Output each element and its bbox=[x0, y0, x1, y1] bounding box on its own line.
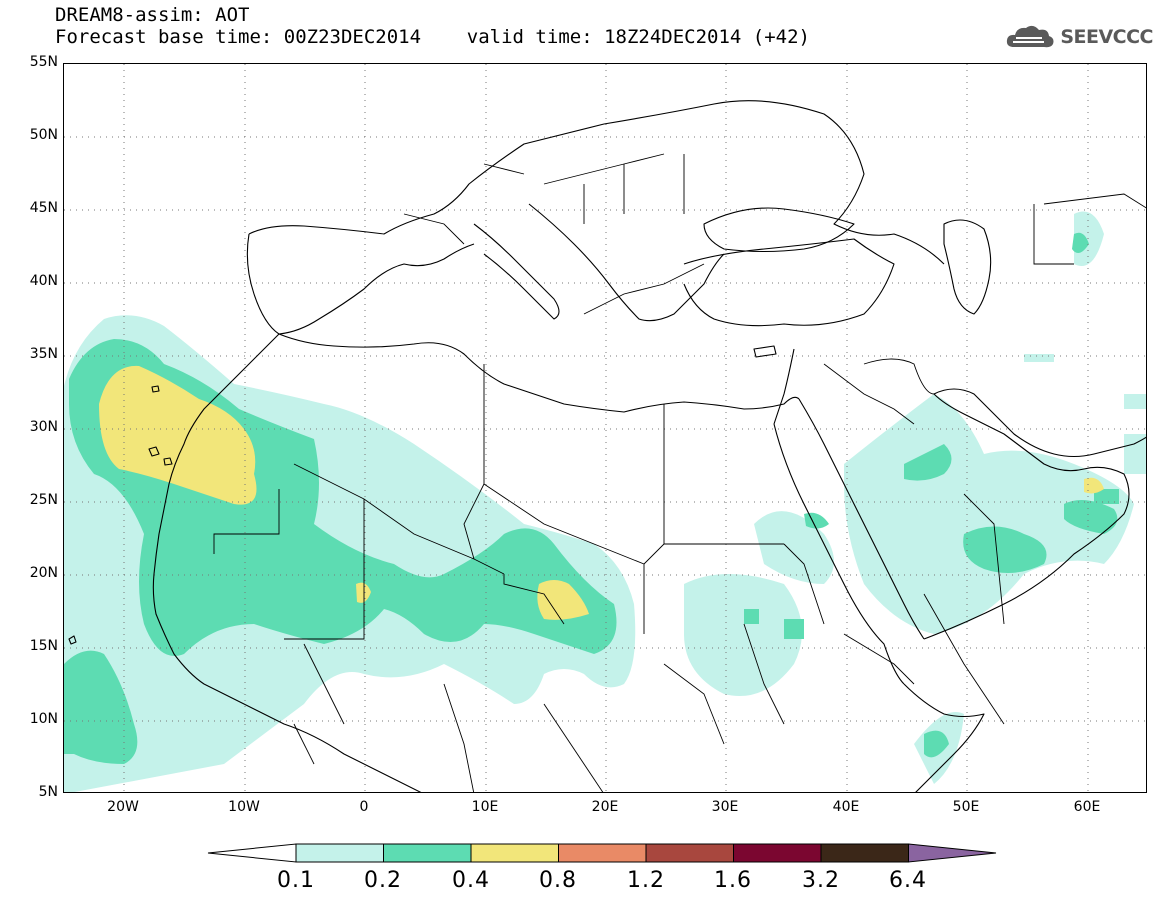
coastlines bbox=[68, 100, 1146, 792]
lat-label-35N: 35N bbox=[29, 346, 58, 362]
colorbar-label-1.2: 1.2 bbox=[627, 868, 665, 893]
lat-label-20N: 20N bbox=[29, 565, 58, 581]
lon-label-60E: 60E bbox=[1073, 799, 1101, 815]
colorbar-label-1.6: 1.6 bbox=[714, 868, 752, 893]
colorbar-label-0.8: 0.8 bbox=[539, 868, 577, 893]
colorbar-bin-3 bbox=[470, 843, 559, 863]
lon-label-0: 0 bbox=[359, 799, 369, 815]
colorbar-bin-1 bbox=[295, 843, 384, 863]
lon-label-20E: 20E bbox=[591, 799, 619, 815]
map-title: DREAM8-assim: AOT bbox=[55, 4, 250, 26]
aot-map bbox=[64, 64, 1146, 792]
country-borders bbox=[213, 153, 1146, 792]
lon-label-10E: 10E bbox=[471, 799, 499, 815]
colorbar-bin-6 bbox=[733, 843, 822, 863]
lat-label-10N: 10N bbox=[29, 711, 58, 727]
lat-lon-grid bbox=[64, 64, 1146, 792]
map-panel bbox=[63, 63, 1147, 793]
lat-label-30N: 30N bbox=[29, 419, 58, 435]
lon-label-50E: 50E bbox=[952, 799, 980, 815]
logo-text: SEEVCCC bbox=[1060, 26, 1153, 48]
colorbar-bin-4 bbox=[558, 843, 647, 863]
lon-label-40E: 40E bbox=[832, 799, 860, 815]
lat-label-40N: 40N bbox=[29, 273, 58, 289]
lat-label-25N: 25N bbox=[29, 492, 58, 508]
colorbar-label-0.4: 0.4 bbox=[452, 868, 490, 893]
aot-layer-0.4 bbox=[99, 365, 1104, 620]
colorbar-label-0.1: 0.1 bbox=[277, 868, 315, 893]
lon-label-30E: 30E bbox=[711, 799, 739, 815]
colorbar-bin-7 bbox=[820, 843, 909, 863]
colorbar-bin-5 bbox=[645, 843, 734, 863]
aot-colorbar bbox=[207, 843, 997, 863]
lat-label-55N: 55N bbox=[29, 54, 58, 70]
lon-label-20W: 20W bbox=[107, 799, 139, 815]
colorbar-label-6.4: 6.4 bbox=[889, 868, 927, 893]
colorbar-label-3.2: 3.2 bbox=[802, 868, 840, 893]
cloud-icon bbox=[1007, 25, 1054, 48]
lat-label-50N: 50N bbox=[29, 127, 58, 143]
lon-label-10W: 10W bbox=[228, 799, 260, 815]
colorbar-arrow-high bbox=[908, 843, 997, 863]
colorbar-label-0.2: 0.2 bbox=[364, 868, 402, 893]
lat-label-45N: 45N bbox=[29, 200, 58, 216]
lat-label-5N: 5N bbox=[38, 784, 58, 800]
lat-label-15N: 15N bbox=[29, 638, 58, 654]
colorbar-arrow-low bbox=[207, 843, 297, 863]
seevccc-logo: SEEVCCC bbox=[1004, 22, 1153, 52]
forecast-times: Forecast base time: 00Z23DEC2014 valid t… bbox=[55, 26, 810, 48]
colorbar-bin-2 bbox=[383, 843, 472, 863]
